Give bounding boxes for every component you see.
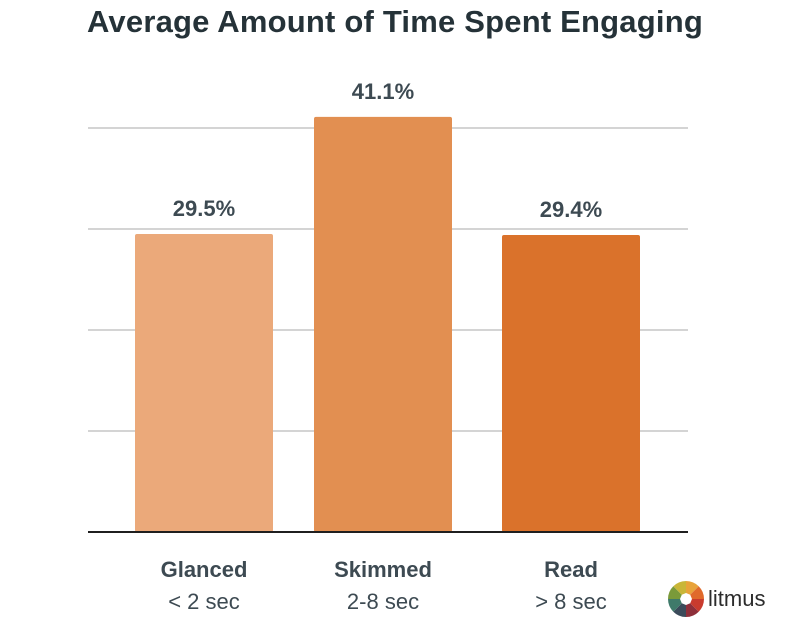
- x-tick-label: Read: [544, 557, 598, 582]
- data-label: 29.5%: [173, 196, 235, 221]
- chart-title: Average Amount of Time Spent Engaging: [87, 4, 703, 39]
- bar-skimmed: [314, 116, 452, 532]
- litmus-logo: litmus: [662, 574, 784, 624]
- litmus-color-wheel-icon: [668, 581, 704, 617]
- x-tick-label: Skimmed: [334, 557, 432, 582]
- x-tick-sublabel: < 2 sec: [168, 589, 240, 614]
- data-label: 29.4%: [540, 197, 602, 222]
- x-tick-label: Glanced: [161, 557, 248, 582]
- x-tick-sublabel: 2-8 sec: [347, 589, 419, 614]
- data-label: 41.1%: [352, 79, 414, 104]
- logo-text: litmus: [708, 586, 766, 611]
- bar-read: [502, 235, 640, 532]
- x-tick-sublabel: > 8 sec: [535, 589, 607, 614]
- bar-glanced: [135, 234, 273, 533]
